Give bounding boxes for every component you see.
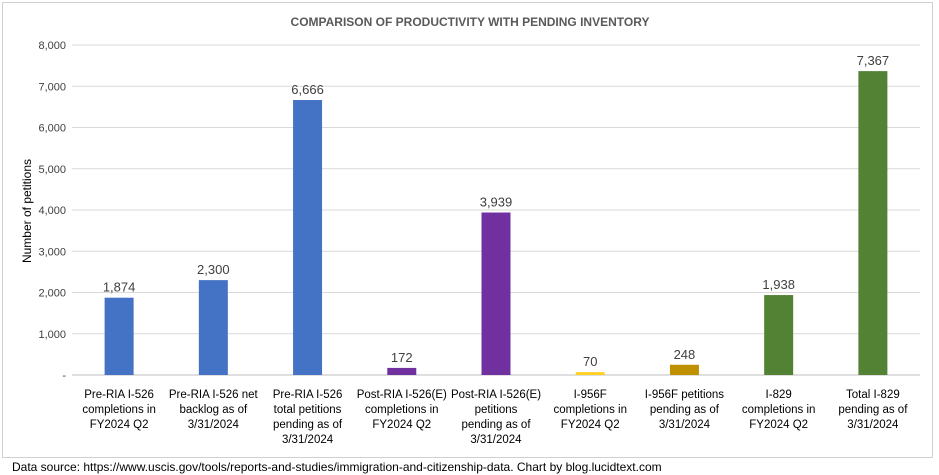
bar [764, 295, 794, 375]
x-tick-label: 3/31/2024 [470, 434, 522, 446]
bar [104, 297, 134, 375]
x-tick-label: petitions [475, 404, 518, 416]
x-tick-label: 3/31/2024 [188, 419, 240, 431]
x-tick-label: 3/31/2024 [282, 434, 334, 446]
y-tick-label: 7,000 [38, 81, 66, 93]
bar [293, 100, 323, 375]
y-tick-label: 3,000 [38, 246, 66, 258]
x-tick-label: pending as of [838, 404, 908, 416]
data-labels: 1,874 2,300 6,666 172 3,939 70 248 1,938 7,367 [103, 53, 889, 369]
x-tick-label: completions in [553, 404, 627, 416]
y-tick-label: 8,000 [38, 40, 66, 52]
data-label: 3,939 [480, 195, 513, 210]
x-tick-label: Pre-RIA I-526 [84, 389, 154, 401]
bar [198, 280, 228, 375]
y-axis-label: Number of petitions [20, 159, 34, 263]
bars [104, 71, 888, 375]
data-label: 1,874 [103, 280, 136, 295]
x-tick-label: FY2024 Q2 [90, 419, 149, 431]
data-label: 2,300 [197, 262, 230, 277]
bar-chart: COMPARISON OF PRODUCTIVITY WITH PENDING … [20, 15, 920, 446]
chart-frame [2, 2, 933, 458]
x-tick-label: completions in [82, 404, 156, 416]
data-label: 248 [674, 347, 696, 362]
data-label: 6,666 [291, 82, 324, 97]
y-tick-label: 2,000 [38, 288, 66, 300]
bar [669, 364, 699, 375]
x-tick-label: pending as of [650, 404, 720, 416]
x-tick-label: total petitions [274, 404, 342, 416]
y-axis-ticks: - 1,000 2,000 3,000 4,000 5,000 6,000 7,000 8,00… [38, 40, 66, 382]
chart-title: COMPARISON OF PRODUCTIVITY WITH PENDING … [291, 15, 650, 29]
x-tick-label: Pre-RIA I-526 net [169, 389, 259, 401]
x-tick-label: Post-RIA I-526(E) [357, 389, 447, 401]
x-tick-label: Post-RIA I-526(E) [451, 389, 541, 401]
y-tick-label: 5,000 [38, 164, 66, 176]
x-tick-label: pending as of [461, 419, 531, 431]
y-tick-label: 4,000 [38, 205, 66, 217]
x-tick-label: FY2024 Q2 [372, 419, 431, 431]
x-tick-label: pending as of [273, 419, 343, 431]
bar [481, 212, 511, 375]
x-tick-label: FY2024 Q2 [561, 419, 620, 431]
x-tick-label: Total I-829 [846, 389, 900, 401]
x-tick-label: I-829 [766, 389, 792, 401]
x-tick-label: completions in [365, 404, 439, 416]
y-tick-label: - [62, 370, 66, 382]
x-tick-label: 3/31/2024 [659, 419, 711, 431]
bar [575, 372, 605, 375]
data-label: 172 [391, 350, 413, 365]
x-tick-label: Pre-RIA I-526 [273, 389, 343, 401]
x-tick-label: I-956F [574, 389, 607, 401]
y-tick-label: 6,000 [38, 123, 66, 135]
data-label: 1,938 [762, 277, 795, 292]
x-tick-label: backlog as of [179, 404, 248, 416]
x-tick-label: FY2024 Q2 [749, 419, 808, 431]
source-note: Data source: https://www.uscis.gov/tools… [12, 460, 662, 474]
bar [858, 71, 888, 375]
bar [387, 367, 417, 375]
x-tick-label: 3/31/2024 [847, 419, 899, 431]
x-tick-label: I-956F petitions [645, 389, 725, 401]
data-label: 7,367 [857, 53, 890, 68]
data-label: 70 [583, 354, 597, 369]
y-tick-label: 1,000 [38, 329, 66, 341]
x-tick-label: completions in [742, 404, 816, 416]
x-axis-ticks: Pre-RIA I-526 completions in FY2024 Q2 Pre-… [82, 389, 908, 446]
